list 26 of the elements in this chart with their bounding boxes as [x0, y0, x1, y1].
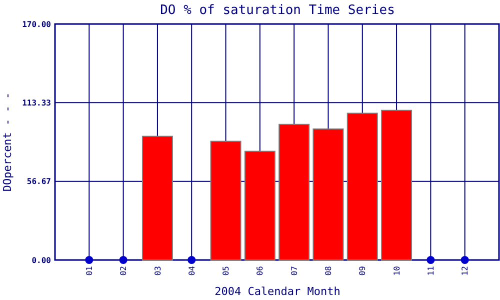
x-tick-label: 07 — [290, 266, 299, 276]
x-tick-label: 06 — [256, 266, 265, 276]
x-axis-title: 2004 Calendar Month — [214, 285, 340, 298]
bar — [210, 140, 242, 260]
y-tick-label: 0.00 — [32, 256, 52, 265]
x-tick-label: 11 — [426, 266, 436, 276]
x-tick-label: 12 — [460, 266, 470, 276]
x-tick-label: 04 — [187, 266, 196, 276]
bar — [278, 124, 310, 260]
bar — [142, 136, 173, 260]
bar — [381, 110, 412, 260]
x-tick-label: 10 — [392, 266, 402, 276]
y-tick-label: 56.67 — [26, 177, 52, 186]
x-tick-label: 01 — [84, 266, 94, 276]
bar — [312, 128, 344, 260]
x-tick-label: 09 — [358, 266, 368, 276]
x-tick-label: 03 — [153, 266, 162, 276]
y-tick-label: 113.33 — [22, 98, 52, 108]
bar — [244, 150, 276, 260]
bar — [346, 112, 378, 260]
chart-title: DO % of saturation Time Series — [160, 3, 395, 18]
x-tick-label: 02 — [119, 266, 128, 276]
y-axis-title: DOpercent - - - — [1, 92, 14, 192]
y-tick-label: 170.00 — [22, 20, 52, 29]
x-tick-label: 08 — [324, 266, 334, 276]
x-tick-label: 05 — [222, 266, 231, 276]
